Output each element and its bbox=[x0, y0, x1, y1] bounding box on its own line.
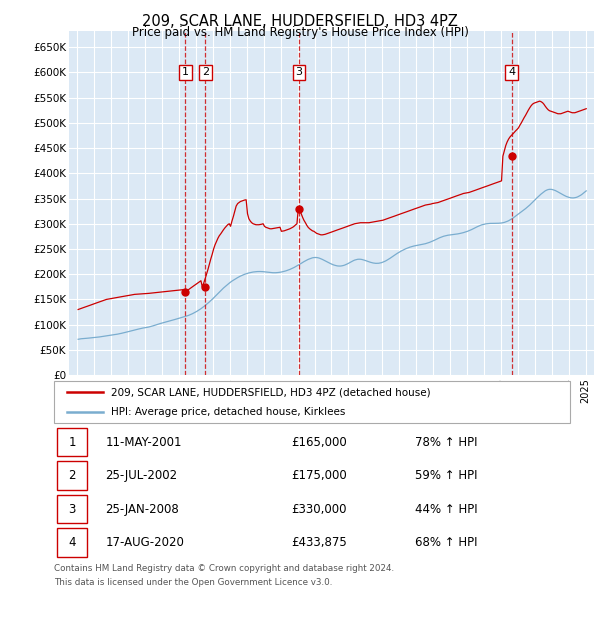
Text: 1: 1 bbox=[182, 68, 189, 78]
Bar bbox=[57, 461, 87, 490]
Bar bbox=[57, 495, 87, 523]
Text: £175,000: £175,000 bbox=[292, 469, 347, 482]
Text: £165,000: £165,000 bbox=[292, 436, 347, 448]
Text: 1: 1 bbox=[68, 436, 76, 448]
Text: Price paid vs. HM Land Registry's House Price Index (HPI): Price paid vs. HM Land Registry's House … bbox=[131, 26, 469, 39]
Bar bbox=[57, 528, 87, 557]
Text: 3: 3 bbox=[68, 503, 76, 515]
Text: 4: 4 bbox=[508, 68, 515, 78]
Text: 3: 3 bbox=[295, 68, 302, 78]
Text: 44% ↑ HPI: 44% ↑ HPI bbox=[415, 503, 478, 515]
Text: 25-JUL-2002: 25-JUL-2002 bbox=[106, 469, 178, 482]
Text: HPI: Average price, detached house, Kirklees: HPI: Average price, detached house, Kirk… bbox=[111, 407, 345, 417]
Text: 17-AUG-2020: 17-AUG-2020 bbox=[106, 536, 184, 549]
Text: 4: 4 bbox=[68, 536, 76, 549]
Text: £330,000: £330,000 bbox=[292, 503, 347, 515]
Text: £433,875: £433,875 bbox=[292, 536, 347, 549]
Text: This data is licensed under the Open Government Licence v3.0.: This data is licensed under the Open Gov… bbox=[54, 578, 332, 587]
Bar bbox=[57, 428, 87, 456]
Text: 78% ↑ HPI: 78% ↑ HPI bbox=[415, 436, 478, 448]
Text: 59% ↑ HPI: 59% ↑ HPI bbox=[415, 469, 478, 482]
Text: 2: 2 bbox=[68, 469, 76, 482]
Text: Contains HM Land Registry data © Crown copyright and database right 2024.: Contains HM Land Registry data © Crown c… bbox=[54, 564, 394, 574]
Text: 209, SCAR LANE, HUDDERSFIELD, HD3 4PZ (detached house): 209, SCAR LANE, HUDDERSFIELD, HD3 4PZ (d… bbox=[111, 388, 430, 397]
Text: 209, SCAR LANE, HUDDERSFIELD, HD3 4PZ: 209, SCAR LANE, HUDDERSFIELD, HD3 4PZ bbox=[142, 14, 458, 29]
Text: 2: 2 bbox=[202, 68, 209, 78]
Text: 68% ↑ HPI: 68% ↑ HPI bbox=[415, 536, 478, 549]
Text: 25-JAN-2008: 25-JAN-2008 bbox=[106, 503, 179, 515]
Text: 11-MAY-2001: 11-MAY-2001 bbox=[106, 436, 182, 448]
